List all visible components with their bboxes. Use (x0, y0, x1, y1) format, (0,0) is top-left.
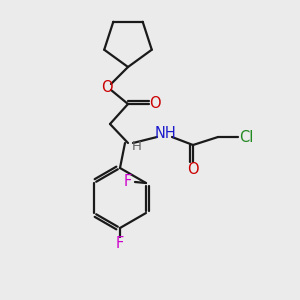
Text: O: O (187, 161, 199, 176)
Text: H: H (132, 140, 142, 152)
Text: NH: NH (154, 127, 176, 142)
Text: F: F (116, 236, 124, 251)
Text: Cl: Cl (239, 130, 253, 145)
Text: O: O (101, 80, 113, 94)
Text: O: O (149, 97, 161, 112)
Text: F: F (124, 173, 132, 188)
